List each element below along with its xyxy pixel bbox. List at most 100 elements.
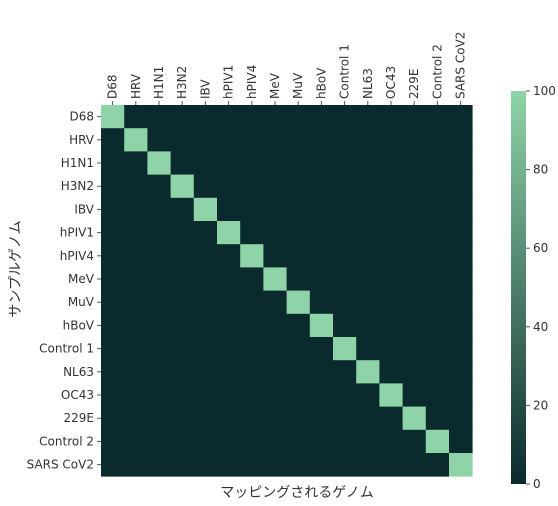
heatmap-cell bbox=[124, 197, 148, 222]
colorbar-tick-label: 80 bbox=[533, 163, 548, 177]
heatmap-cell bbox=[402, 290, 427, 315]
heatmap-cell bbox=[101, 429, 125, 454]
heatmap-cell bbox=[170, 290, 195, 315]
heatmap-cell bbox=[286, 290, 311, 315]
heatmap-cell bbox=[147, 429, 171, 454]
x-tick-label: Control 2 bbox=[430, 44, 444, 99]
heatmap-cell bbox=[101, 406, 125, 431]
heatmap-cell bbox=[170, 128, 195, 152]
heatmap-cell bbox=[147, 406, 171, 431]
heatmap-cell bbox=[263, 429, 287, 454]
heatmap-cell bbox=[286, 244, 311, 268]
heatmap-cell bbox=[124, 105, 148, 129]
heatmap-cell bbox=[101, 313, 125, 338]
heatmap-cell bbox=[193, 453, 218, 477]
colorbar bbox=[511, 91, 526, 484]
heatmap-cell bbox=[170, 174, 195, 199]
heatmap-cell bbox=[309, 453, 334, 477]
heatmap-cell bbox=[240, 453, 264, 477]
heatmap-cell bbox=[333, 453, 357, 477]
heatmap-cell bbox=[147, 244, 171, 268]
heatmap-cell bbox=[170, 429, 195, 454]
heatmap-cell bbox=[286, 197, 311, 222]
heatmap-cell bbox=[425, 221, 450, 245]
heatmap-cell bbox=[147, 267, 171, 291]
heatmap-cell bbox=[170, 244, 195, 268]
heatmap-cell bbox=[356, 267, 380, 291]
heatmap-cell bbox=[124, 221, 148, 245]
heatmap-cell bbox=[170, 151, 195, 175]
heatmap-cell bbox=[193, 383, 218, 407]
heatmap-cell bbox=[402, 267, 427, 291]
heatmap-cell bbox=[356, 313, 380, 338]
heatmap-cell bbox=[286, 105, 311, 129]
heatmap-cell bbox=[425, 267, 450, 291]
y-tick-label: MuV bbox=[68, 295, 95, 309]
heatmap-cell bbox=[217, 197, 241, 222]
heatmap-cell bbox=[379, 244, 403, 268]
heatmap-cell bbox=[263, 244, 287, 268]
heatmap-cell bbox=[193, 197, 218, 222]
heatmap-cell bbox=[309, 406, 334, 431]
heatmap-cell bbox=[193, 360, 218, 384]
heatmap-cell bbox=[124, 360, 148, 384]
heatmap-cell bbox=[402, 244, 427, 268]
heatmap-cell bbox=[217, 453, 241, 477]
heatmap-cell bbox=[309, 383, 334, 407]
heatmap-cell bbox=[379, 197, 403, 222]
y-tick-label: H1N1 bbox=[61, 156, 94, 170]
heatmap-cell bbox=[425, 197, 450, 222]
heatmap-cell bbox=[333, 174, 357, 199]
heatmap-cell bbox=[333, 197, 357, 222]
heatmap-cell bbox=[449, 429, 473, 454]
heatmap-cell bbox=[379, 453, 403, 477]
x-tick-label: MeV bbox=[268, 72, 282, 99]
heatmap-cell bbox=[449, 337, 473, 361]
heatmap-cell bbox=[309, 429, 334, 454]
x-tick-label: H3N2 bbox=[175, 66, 189, 99]
heatmap-cell bbox=[240, 128, 264, 152]
heatmap-cell bbox=[286, 453, 311, 477]
heatmap-cell bbox=[449, 128, 473, 152]
heatmap-cells bbox=[101, 105, 473, 477]
x-tick-label: Control 1 bbox=[338, 44, 352, 99]
heatmap-cell bbox=[124, 267, 148, 291]
heatmap-cell bbox=[356, 197, 380, 222]
heatmap-cell bbox=[379, 360, 403, 384]
heatmap-cell bbox=[356, 151, 380, 175]
heatmap-cell bbox=[263, 128, 287, 152]
heatmap-cell bbox=[356, 337, 380, 361]
heatmap-cell bbox=[402, 197, 427, 222]
heatmap-cell bbox=[101, 290, 125, 315]
heatmap-cell bbox=[379, 105, 403, 129]
heatmap-cell bbox=[356, 105, 380, 129]
heatmap-cell bbox=[193, 313, 218, 338]
heatmap-cell bbox=[217, 174, 241, 199]
heatmap-cell bbox=[449, 105, 473, 129]
heatmap-cell bbox=[309, 313, 334, 338]
heatmap-cell bbox=[379, 174, 403, 199]
heatmap-cell bbox=[333, 151, 357, 175]
heatmap-cell bbox=[263, 174, 287, 199]
heatmap-cell bbox=[124, 290, 148, 315]
colorbar-tick-label: 40 bbox=[533, 320, 548, 334]
heatmap-cell bbox=[147, 337, 171, 361]
heatmap-cell bbox=[170, 221, 195, 245]
heatmap-cell bbox=[425, 128, 450, 152]
heatmap-cell bbox=[309, 337, 334, 361]
heatmap-cell bbox=[263, 337, 287, 361]
heatmap-cell bbox=[101, 197, 125, 222]
heatmap-cell bbox=[449, 313, 473, 338]
heatmap-cell bbox=[170, 360, 195, 384]
heatmap-cell bbox=[101, 221, 125, 245]
heatmap-cell bbox=[356, 453, 380, 477]
colorbar-tick-labels: 0 20 40 60 80 100 bbox=[526, 84, 556, 491]
heatmap-cell bbox=[193, 221, 218, 245]
heatmap-cell bbox=[217, 267, 241, 291]
heatmap-cell bbox=[147, 383, 171, 407]
heatmap-cell bbox=[402, 128, 427, 152]
heatmap-cell bbox=[425, 313, 450, 338]
heatmap-cell bbox=[379, 128, 403, 152]
heatmap-cell bbox=[449, 453, 473, 477]
heatmap-cell bbox=[240, 174, 264, 199]
